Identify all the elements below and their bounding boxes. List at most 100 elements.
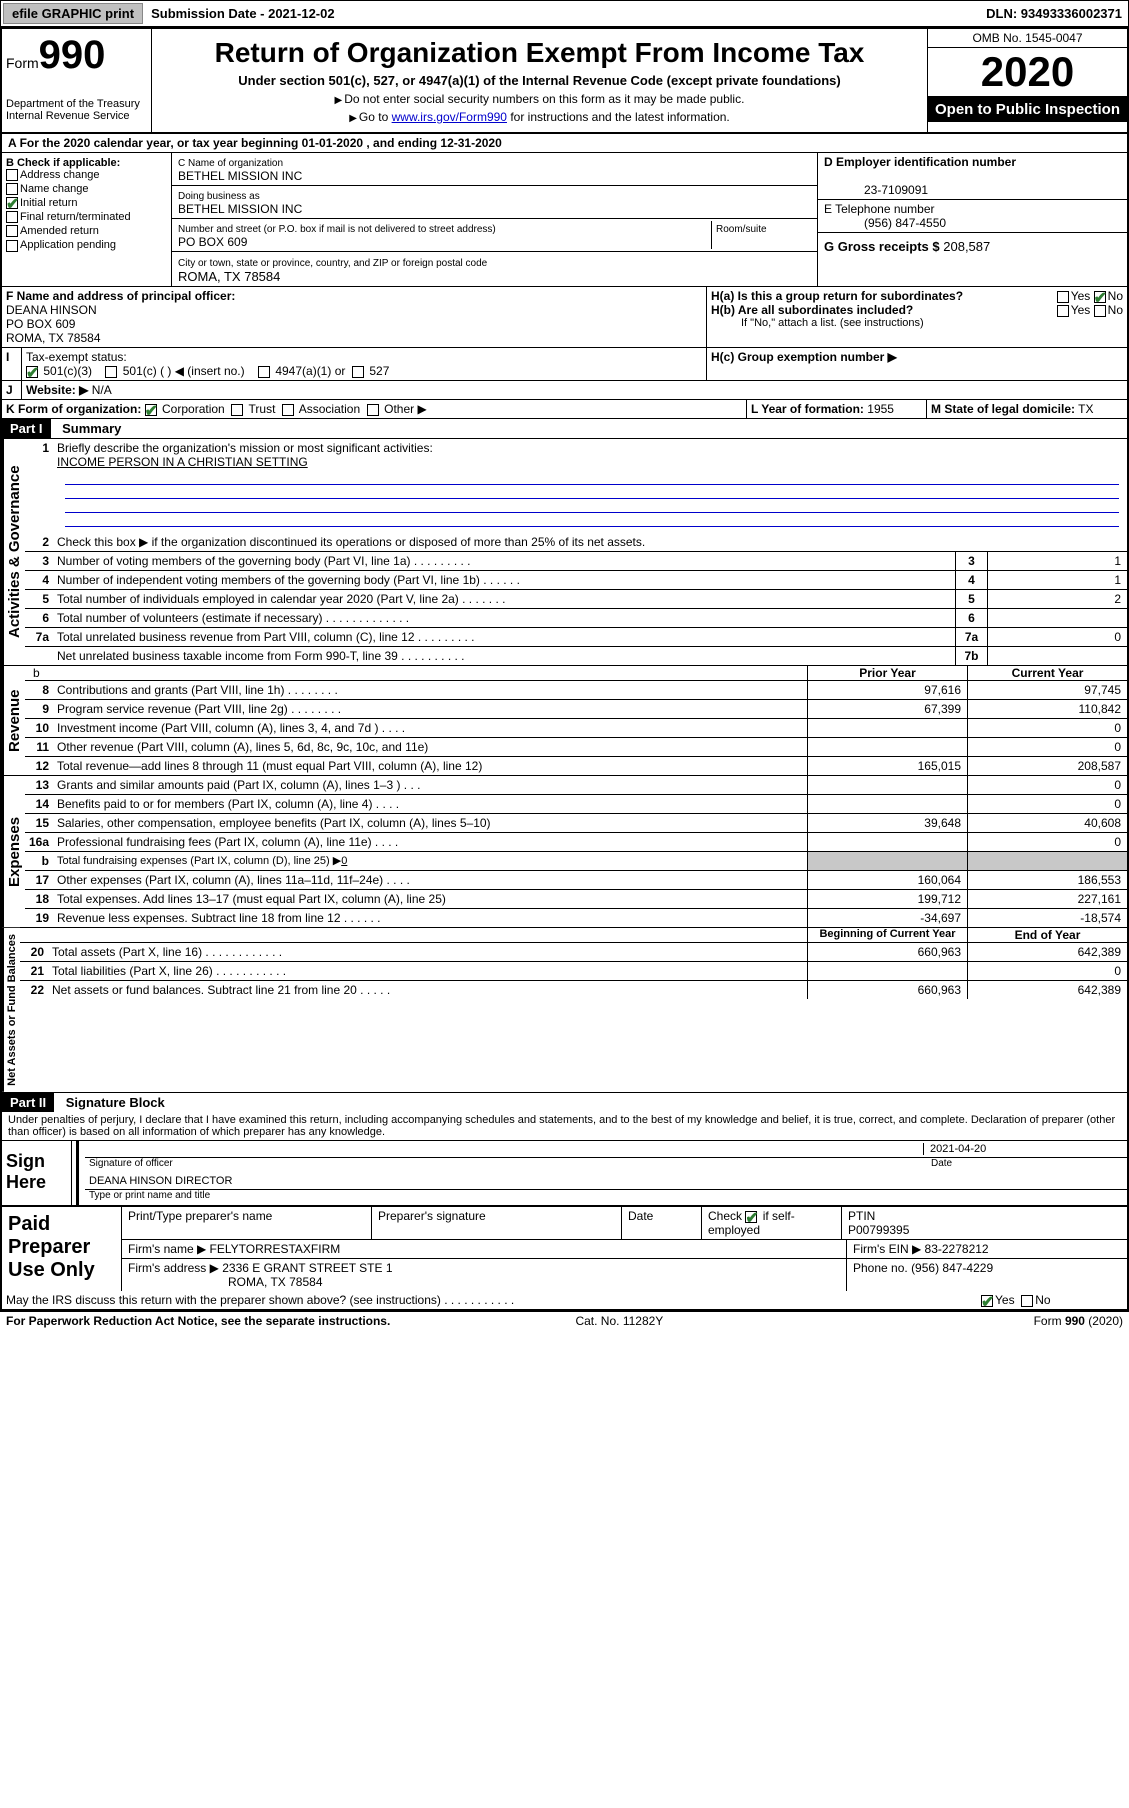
dba-name: BETHEL MISSION INC (178, 202, 302, 216)
checkbox-amended[interactable] (6, 225, 18, 237)
checkbox-discuss-yes[interactable] (981, 1295, 993, 1307)
checkbox-501c[interactable] (105, 366, 117, 378)
note-goto-post: for instructions and the latest informat… (507, 110, 730, 124)
firm-ein-label: Firm's EIN ▶ (853, 1242, 921, 1256)
label-501c: 501(c) ( ) ◀ (insert no.) (123, 364, 245, 378)
gross-receipts-label: G Gross receipts $ (824, 239, 940, 254)
checkbox-hb-yes[interactable] (1057, 305, 1069, 317)
instructions-link[interactable]: www.irs.gov/Form990 (392, 110, 507, 124)
line13: Grants and similar amounts paid (Part IX… (53, 776, 807, 794)
checkbox-trust[interactable] (231, 404, 243, 416)
checkbox-ha-yes[interactable] (1057, 291, 1069, 303)
efile-button[interactable]: efile GRAPHIC print (3, 3, 143, 24)
part1-bar: Part I (2, 419, 51, 438)
check-label: Check (708, 1209, 742, 1223)
city-state-zip: ROMA, TX 78584 (178, 269, 280, 284)
checkbox-application-pending[interactable] (6, 240, 18, 252)
line7b: Net unrelated business taxable income fr… (53, 647, 955, 665)
dln: DLN: 93493336002371 (986, 6, 1128, 21)
checkbox-527[interactable] (352, 366, 364, 378)
val7b (987, 647, 1127, 665)
firm-phone-label: Phone no. (853, 1261, 908, 1275)
checkbox-4947[interactable] (258, 366, 270, 378)
b22: 660,963 (807, 981, 967, 999)
submission-date: Submission Date - 2021-12-02 (145, 6, 341, 21)
sig-officer-cap: Signature of officer (85, 1158, 927, 1173)
line5: Total number of individuals employed in … (53, 590, 955, 608)
line7a: Total unrelated business revenue from Pa… (53, 628, 955, 646)
line10: Investment income (Part VIII, column (A)… (53, 719, 807, 737)
checkbox-address-change[interactable] (6, 169, 18, 181)
checkbox-501c3[interactable] (26, 366, 38, 378)
form-number: Form990 (6, 33, 147, 78)
org-name: BETHEL MISSION INC (178, 169, 302, 183)
p12: 165,015 (807, 757, 967, 775)
dept-treasury: Department of the Treasury (6, 98, 147, 110)
paid-preparer-label: Paid Preparer Use Only (2, 1207, 122, 1291)
omb-number: OMB No. 1545-0047 (928, 29, 1127, 48)
label-initial-return: Initial return (20, 197, 77, 209)
ptin-label: PTIN (848, 1209, 875, 1223)
line4: Number of independent voting members of … (53, 571, 955, 589)
checkbox-other[interactable] (367, 404, 379, 416)
line2: Check this box ▶ if the organization dis… (57, 535, 645, 549)
form-header: Form990 Department of the Treasury Inter… (2, 29, 1127, 134)
part2-bar: Part II (2, 1093, 54, 1112)
firm-addr-label: Firm's address ▶ (128, 1261, 219, 1275)
p14 (807, 795, 967, 813)
firm-addr2: ROMA, TX 78584 (128, 1275, 323, 1289)
hb-label: H(b) Are all subordinates included? (711, 303, 913, 317)
year-formation: 1955 (867, 402, 894, 416)
sig-date-cap: Date (927, 1158, 1127, 1173)
ptin-value: P00799395 (848, 1223, 909, 1237)
addr-label: Number and street (or P.O. box if mail i… (178, 224, 496, 235)
checkbox-hb-no[interactable] (1094, 305, 1106, 317)
shade16b1 (807, 852, 967, 870)
domicile: TX (1078, 402, 1093, 416)
checkbox-final-return[interactable] (6, 211, 18, 223)
officer-typed-name: DEANA HINSON DIRECTOR (89, 1175, 232, 1187)
website-value: N/A (92, 383, 112, 397)
p11 (807, 738, 967, 756)
officer-addr2: ROMA, TX 78584 (6, 331, 101, 345)
sig-date: 2021-04-20 (923, 1143, 1123, 1155)
label-4947: 4947(a)(1) or (275, 364, 345, 378)
hb-note: If "No," attach a list. (see instruction… (711, 317, 1123, 329)
c12: 208,587 (967, 757, 1127, 775)
room-label: Room/suite (716, 224, 767, 235)
label-other: Other ▶ (384, 402, 427, 416)
line1-text: INCOME PERSON IN A CHRISTIAN SETTING (57, 455, 308, 469)
checkbox-self-employed[interactable] (745, 1211, 757, 1223)
sign-here-label: Sign Here (2, 1141, 72, 1205)
checkbox-line2[interactable] (0, 536, 1, 548)
checkbox-assoc[interactable] (282, 404, 294, 416)
line-a: A For the 2020 calendar year, or tax yea… (2, 134, 1127, 153)
checkbox-discuss-no[interactable] (1021, 1295, 1033, 1307)
p8: 97,616 (807, 681, 967, 699)
ha-label: H(a) Is this a group return for subordin… (711, 289, 963, 303)
firm-ein: 83-2278212 (925, 1242, 989, 1256)
blank-line (65, 499, 1119, 513)
label-assoc: Association (299, 402, 360, 416)
label-trust: Trust (249, 402, 276, 416)
checkbox-corp[interactable] (145, 404, 157, 416)
label-no: No (1108, 303, 1123, 317)
prep-date-hdr: Date (622, 1207, 702, 1239)
checkbox-initial-return[interactable] (6, 197, 18, 209)
c11: 0 (967, 738, 1127, 756)
org-name-label: C Name of organization (178, 158, 283, 169)
line1-label: Briefly describe the organization's miss… (57, 441, 433, 455)
c17: 186,553 (967, 871, 1127, 889)
tax-exempt-label: Tax-exempt status: (26, 350, 127, 364)
note-goto-pre: Go to (359, 110, 392, 124)
val5: 2 (987, 590, 1127, 608)
p19: -34,697 (807, 909, 967, 927)
checkbox-ha-no[interactable] (1094, 291, 1106, 303)
line17: Other expenses (Part IX, column (A), lin… (53, 871, 807, 889)
hdr-begin-year: Beginning of Current Year (807, 928, 967, 942)
line8: Contributions and grants (Part VIII, lin… (53, 681, 807, 699)
line9: Program service revenue (Part VIII, line… (53, 700, 807, 718)
officer-typed-cap: Type or print name and title (85, 1190, 1127, 1205)
hdr-current-year: Current Year (967, 666, 1127, 680)
form-title: Return of Organization Exempt From Incom… (160, 37, 919, 69)
